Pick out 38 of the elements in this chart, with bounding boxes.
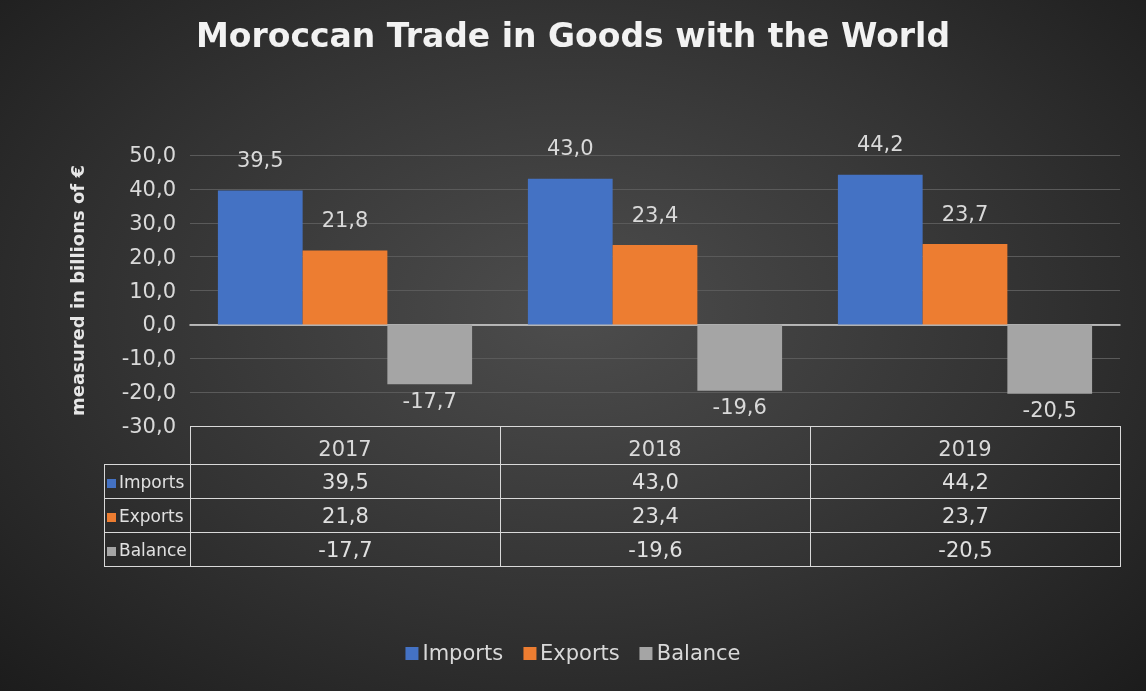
- text: 21,8: [321, 208, 369, 233]
- legend-label: Balance: [656, 641, 741, 665]
- text: -20,5: [1022, 398, 1077, 423]
- data-label: -19,6: [500, 532, 811, 567]
- data-label: 23,4: [500, 498, 811, 533]
- text: 23,4: [631, 202, 679, 227]
- x-tick-label: 2019: [938, 436, 992, 461]
- data-label: -20,5: [810, 532, 1121, 567]
- y-tick-label: 0,0: [142, 312, 176, 337]
- text: Imports: [422, 641, 504, 665]
- y-tick-label: -20,0: [121, 380, 176, 405]
- y-tick-label: 20,0: [129, 244, 176, 269]
- x-tick-label: 2017: [318, 436, 372, 461]
- text: -19,6: [712, 395, 767, 420]
- x-tick-label: 2018: [628, 436, 682, 461]
- text: Balance: [119, 539, 187, 560]
- text: Exports: [540, 641, 620, 665]
- data-label: 43,0: [500, 464, 811, 499]
- text: -17,7: [402, 388, 457, 413]
- y-axis-title: measured in billions of €: [66, 165, 88, 416]
- y-tick-label: 10,0: [129, 278, 176, 303]
- y-tick-label: 30,0: [129, 210, 176, 235]
- y-tick-label: 40,0: [129, 176, 176, 201]
- text: 39,5: [236, 148, 284, 173]
- text: 23,7: [941, 201, 989, 226]
- chart-title: Moroccan Trade in Goods with the World: [195, 16, 951, 55]
- data-label: 23,7: [810, 498, 1121, 533]
- y-tick-label: -10,0: [121, 346, 176, 371]
- y-tick-label: -30,0: [121, 414, 176, 438]
- y-tick-label: 50,0: [129, 143, 176, 167]
- legend-label: Exports: [119, 505, 184, 526]
- data-label: 21,8: [190, 498, 501, 533]
- data-label: -17,7: [190, 532, 501, 567]
- data-label: 44,2: [810, 464, 1121, 499]
- data-label: 39,5: [190, 464, 501, 499]
- legend-label: Imports: [119, 471, 185, 492]
- text: 44,2: [856, 132, 904, 157]
- text: 43,0: [546, 136, 594, 161]
